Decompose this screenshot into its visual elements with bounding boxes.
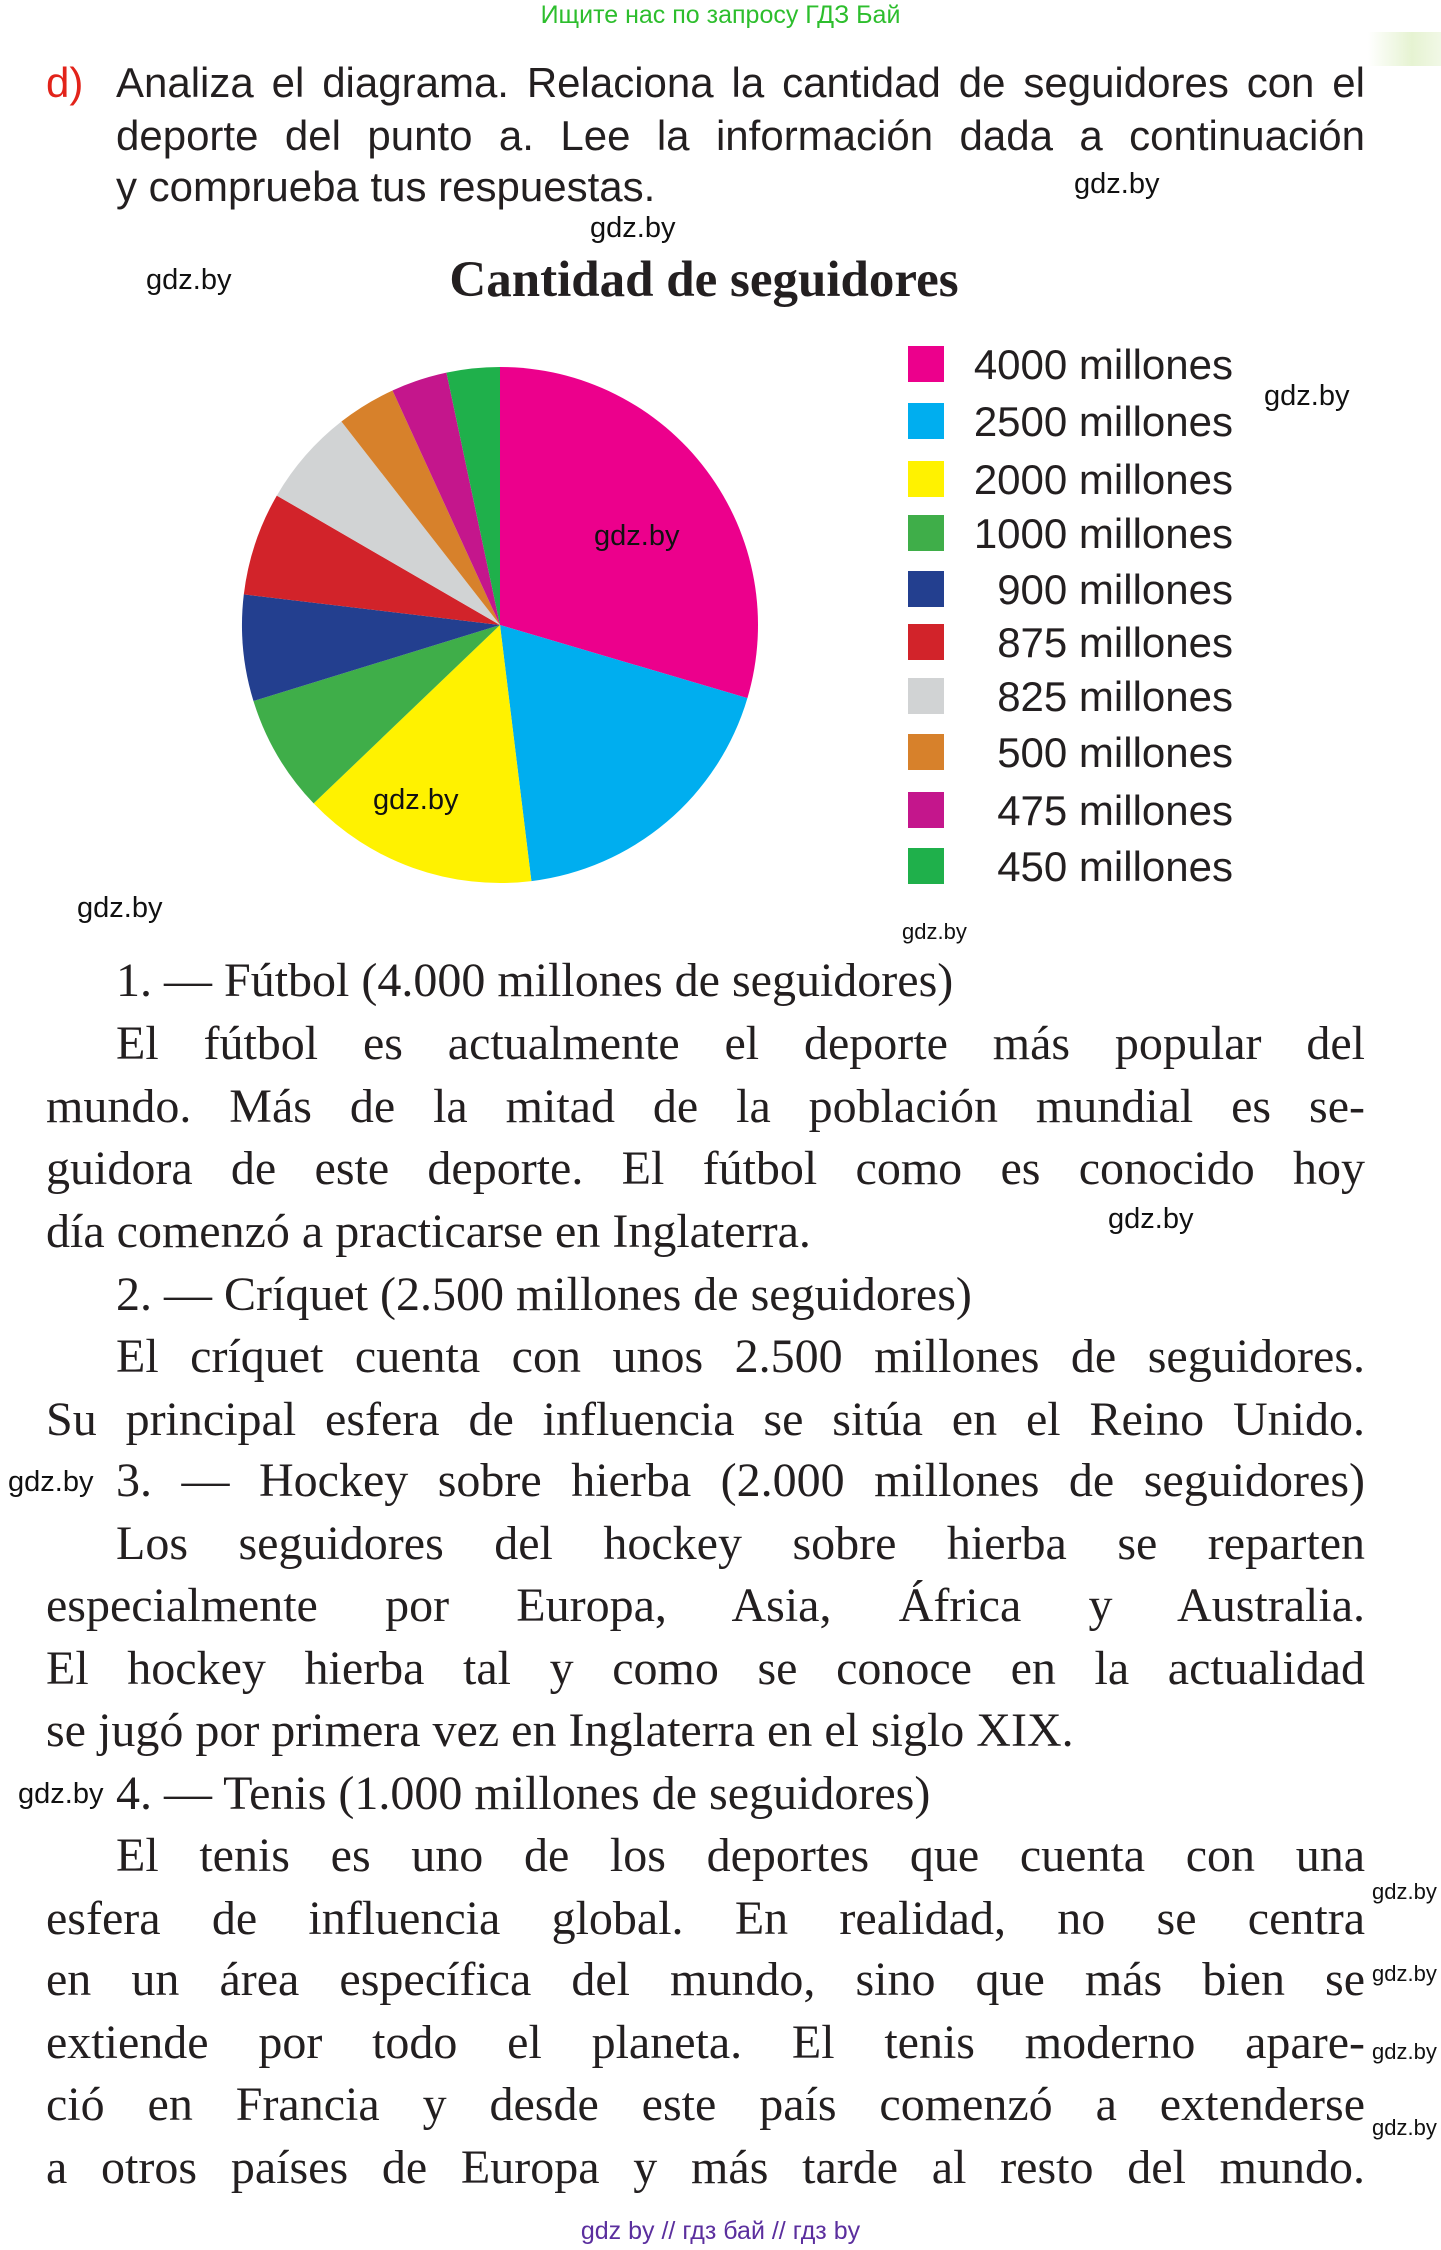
- body-line: El tenis es uno de los deportes que cuen…: [116, 1829, 1365, 1882]
- legend-swatch: [908, 848, 944, 884]
- task-text-line: deporte del punto a. Lee la información …: [116, 112, 1365, 159]
- watermark: gdz.by: [1074, 168, 1160, 200]
- body-line: a otros países de Europa y más tarde al …: [46, 2141, 1365, 2194]
- body-line: en un área específica del mundo, sino qu…: [46, 1953, 1365, 2006]
- pie-slice-875: [243, 495, 500, 625]
- legend-label: 2000 millones: [973, 456, 1233, 503]
- watermark: gdz.by: [8, 1466, 94, 1498]
- watermark: gdz.by: [77, 892, 163, 924]
- legend-label: 875 millones: [997, 619, 1233, 666]
- pie-slice-4000: [500, 367, 759, 699]
- legend-label: 4000 millones: [973, 341, 1233, 388]
- body-line: se jugó por primera vez en Inglaterra en…: [46, 1704, 1074, 1757]
- corner-decoration: [1368, 32, 1441, 66]
- watermark: gdz.by: [594, 520, 680, 552]
- body-line: mundo. Más de la mitad de la población m…: [46, 1080, 1365, 1133]
- task-text-line: Analiza el diagrama. Relaciona la cantid…: [116, 59, 1365, 106]
- legend-swatch: [908, 678, 944, 714]
- legend-swatch: [908, 571, 944, 607]
- watermark: gdz.by: [373, 784, 459, 816]
- pie-slice-900: [242, 594, 500, 702]
- body-line: día comenzó a practicarse en Inglaterra.: [46, 1205, 811, 1258]
- legend-swatch: [908, 792, 944, 828]
- watermark: gdz.by: [146, 264, 232, 296]
- pie-slice-475: [392, 372, 500, 625]
- section-heading-futbol: 1. — Fútbol (4.000 millones de seguidore…: [116, 954, 954, 1007]
- pie-slice-2000: [313, 625, 532, 883]
- legend-label: 2500 millones: [973, 398, 1233, 445]
- legend-label: 900 millones: [997, 566, 1233, 613]
- legend-swatch: [908, 403, 944, 439]
- pie-slice-450: [446, 367, 500, 625]
- body-line: ció en Francia y desde este país comenzó…: [46, 2078, 1365, 2131]
- legend-label: 1000 millones: [973, 510, 1233, 557]
- pie-chart: [242, 367, 759, 883]
- legend-swatch: [908, 624, 944, 660]
- legend-label: 450 millones: [997, 843, 1233, 890]
- section-heading-tenis: 4. — Tenis (1.000 millones de seguidores…: [116, 1767, 931, 1820]
- legend-swatch: [908, 515, 944, 551]
- watermark: gdz.by: [1264, 380, 1350, 412]
- body-line: esfera de influencia global. En realidad…: [46, 1892, 1365, 1945]
- task-text-line: y comprueba tus respuestas.: [116, 163, 656, 210]
- legend-swatch: [908, 461, 944, 497]
- watermark: gdz.by: [1372, 1961, 1437, 1986]
- section-heading-hockey: 3. — Hockey sobre hierba (2.000 millones…: [116, 1454, 1365, 1507]
- body-line: extiende por todo el planeta. El tenis m…: [46, 2016, 1365, 2069]
- watermark: gdz.by: [1372, 2039, 1437, 2064]
- watermark: gdz.by: [1372, 1879, 1437, 1904]
- pie-slice-2500: [500, 625, 748, 882]
- watermark: gdz.by: [18, 1778, 104, 1810]
- body-line: El hockey hierba tal y como se conoce en…: [46, 1642, 1365, 1695]
- body-line: especialmente por Europa, Asia, África y…: [46, 1579, 1365, 1632]
- section-heading-criquet: 2. — Críquet (2.500 millones de seguidor…: [116, 1268, 972, 1321]
- watermark: gdz.by: [902, 919, 967, 944]
- pie-slice-825: [276, 421, 500, 625]
- body-line: Los seguidores del hockey sobre hierba s…: [116, 1517, 1365, 1570]
- body-line: guidora de este deporte. El fútbol como …: [46, 1142, 1365, 1195]
- legend-swatch: [908, 734, 944, 770]
- body-line: El fútbol es actualmente el deporte más …: [116, 1017, 1365, 1070]
- pie-slice-500: [341, 390, 500, 625]
- legend-label: 825 millones: [997, 673, 1233, 720]
- header-note: Ищите нас по запросу ГДЗ Бай: [540, 1, 901, 29]
- footer-note: gdz by // гдз бай // гдз by: [580, 2217, 861, 2245]
- watermark: gdz.by: [1108, 1203, 1194, 1235]
- body-line: El críquet cuenta con unos 2.500 millone…: [116, 1330, 1365, 1383]
- watermark: gdz.by: [590, 212, 676, 244]
- watermark: gdz.by: [1372, 2115, 1437, 2140]
- task-label: d): [46, 59, 84, 106]
- body-line: Su principal esfera de influencia se sit…: [46, 1393, 1365, 1446]
- legend-label: 475 millones: [997, 787, 1233, 834]
- legend-label: 500 millones: [997, 729, 1233, 776]
- chart-title: Cantidad de seguidores: [449, 252, 959, 308]
- pie-slice-1000: [253, 625, 500, 804]
- legend-swatch: [908, 346, 944, 382]
